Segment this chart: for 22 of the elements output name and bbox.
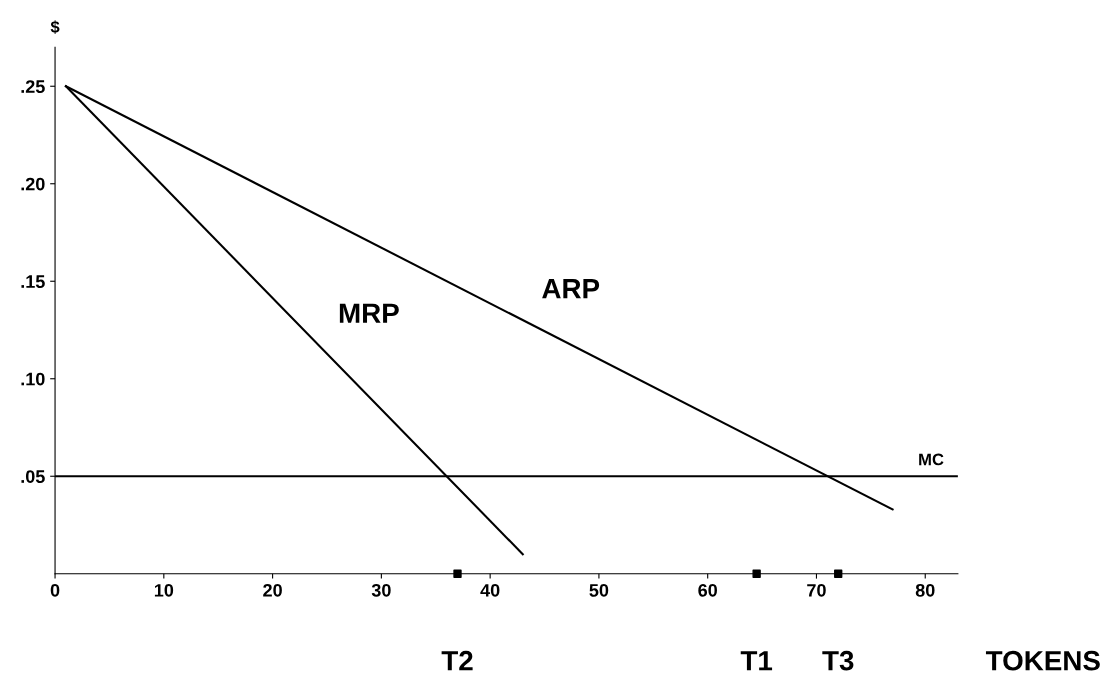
y-tick-label: .20 <box>21 177 45 191</box>
y-tick-label: .15 <box>21 275 45 288</box>
ref-line-label: MC <box>919 453 944 466</box>
x-tick-label: 10 <box>154 583 174 597</box>
y-axis-title: $ <box>50 20 60 34</box>
x-tick-label: 60 <box>698 583 717 597</box>
y-tick-label: .10 <box>21 372 45 386</box>
series-label: MRP <box>339 303 399 323</box>
y-tick-label: .05 <box>21 470 45 483</box>
series-label: ARP <box>542 279 600 299</box>
x-tick-label: 40 <box>480 583 500 597</box>
annotation: T1 <box>740 651 773 671</box>
x-tick-label: 70 <box>807 583 826 597</box>
annotation: T3 <box>822 650 854 671</box>
x-tick-label: 30 <box>371 583 391 597</box>
x-tick-label: 0 <box>50 583 60 597</box>
x-tick-label: 20 <box>263 583 282 597</box>
x-tick-label: 80 <box>915 583 935 597</box>
x-axis-title: TOKENS <box>985 650 1100 671</box>
y-tick-label: .25 <box>21 80 45 93</box>
x-tick-label: 50 <box>589 583 609 597</box>
annotation: T2 <box>441 650 473 671</box>
